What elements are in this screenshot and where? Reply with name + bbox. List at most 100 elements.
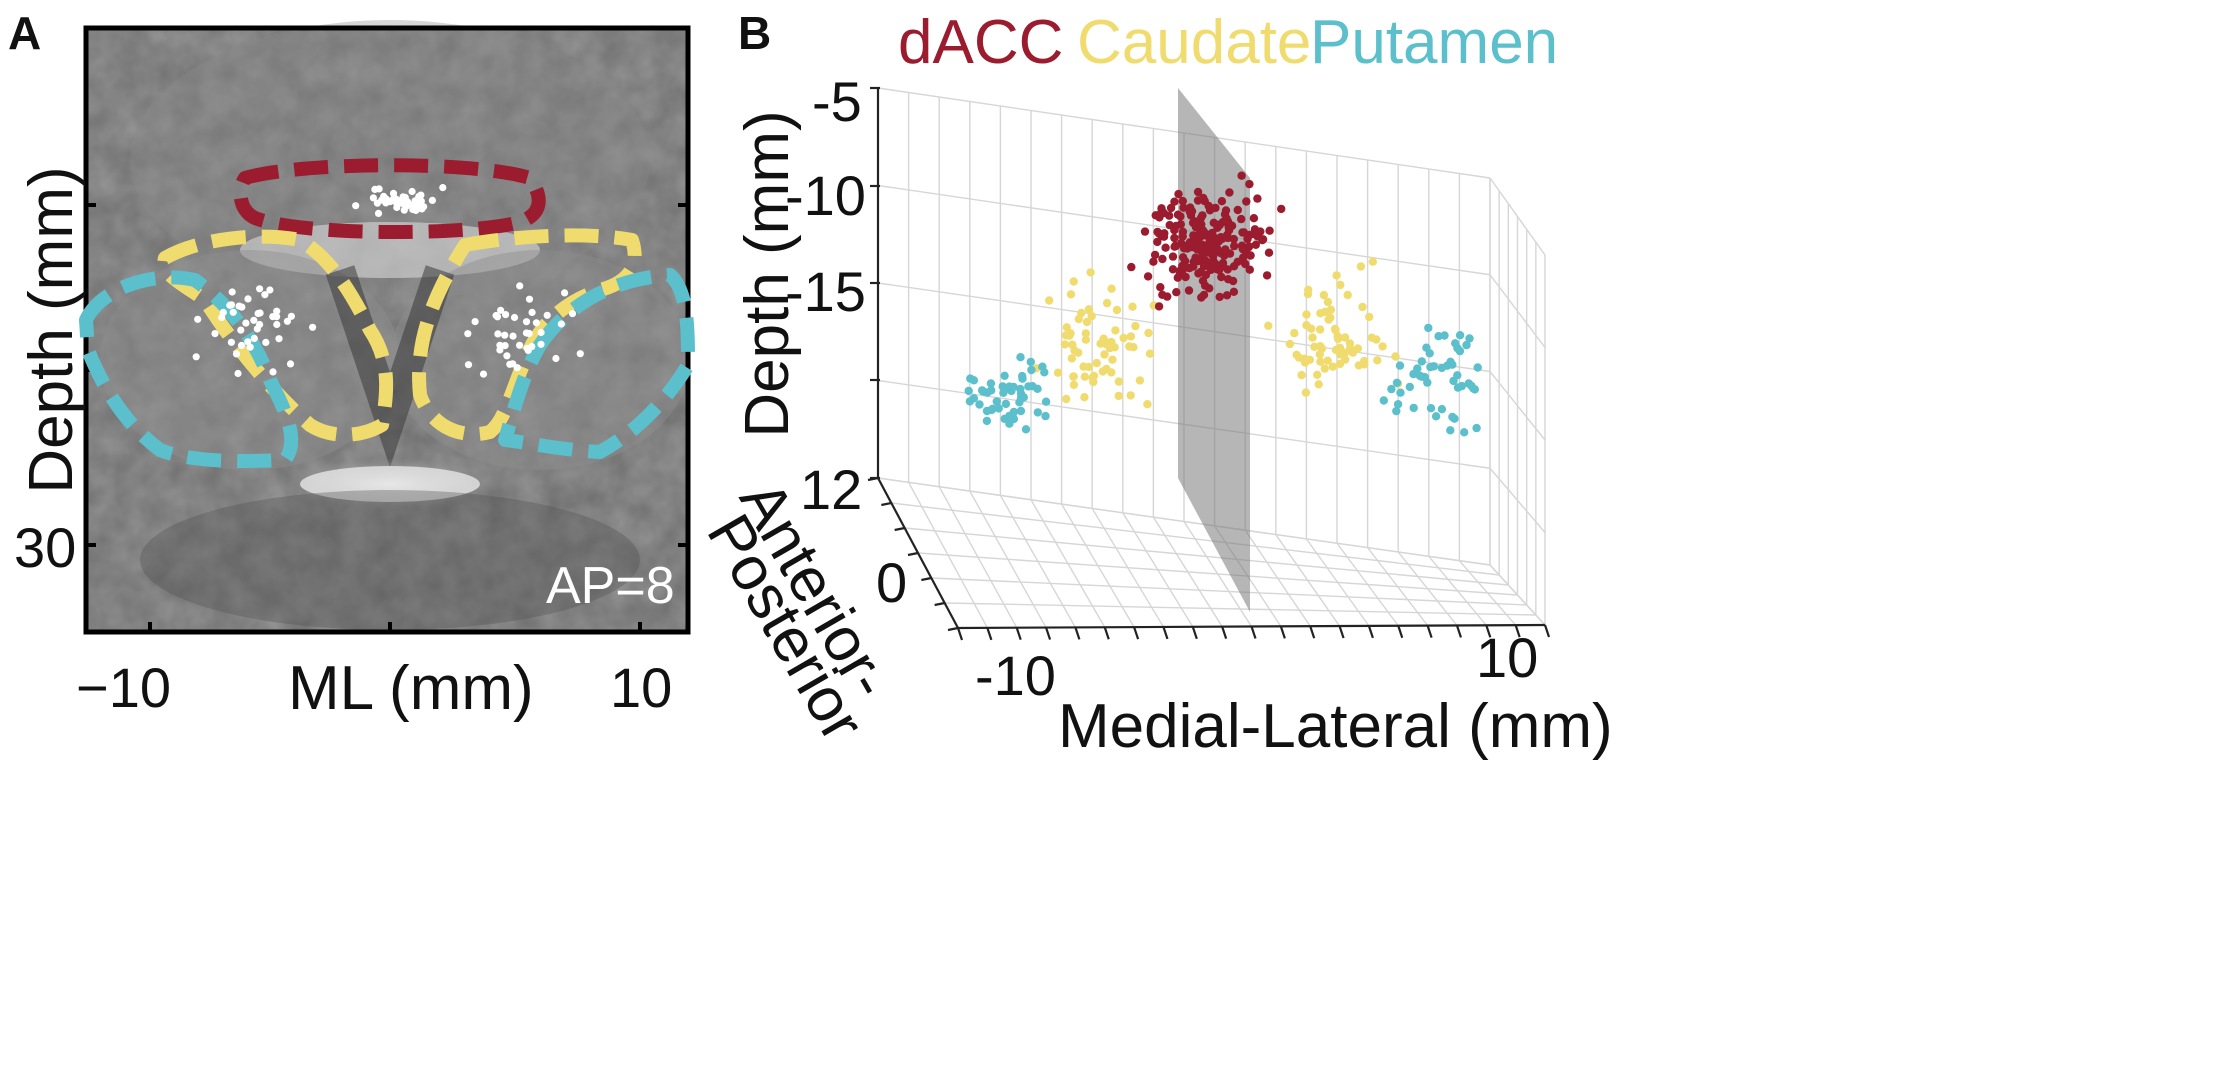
ml-axis-tick [1485, 624, 1492, 638]
recording-site-dot [238, 303, 246, 311]
dacc-point [1143, 272, 1153, 281]
dacc-point [1251, 240, 1261, 249]
ml-axis-tick [1514, 624, 1521, 638]
recording-site-dot [408, 187, 416, 196]
dacc-point [1150, 250, 1160, 260]
caudate-point [1340, 348, 1350, 357]
caudate-point [1307, 324, 1316, 333]
dacc-point [1224, 223, 1233, 232]
ap-axis-tick [947, 626, 959, 632]
dacc-point [1218, 217, 1228, 227]
caudate-point [1066, 290, 1076, 299]
caudate-point [1102, 364, 1111, 374]
midline-plane [1178, 88, 1250, 612]
ap-axis-tick [867, 476, 879, 482]
putamen-point [1396, 388, 1405, 397]
recording-site-dot [229, 308, 237, 316]
caudate-point [1070, 346, 1079, 355]
putamen-point [1422, 343, 1431, 352]
recording-site-dot [479, 370, 488, 378]
caudate-point [1062, 394, 1071, 404]
ap-axis-tick [881, 501, 892, 507]
putamen-point [994, 404, 1003, 413]
caudate-point [1333, 334, 1343, 344]
dacc-point [1225, 188, 1234, 197]
putamen-point [975, 400, 984, 409]
dacc-point [1140, 227, 1150, 236]
recording-site-dot [369, 194, 377, 202]
recording-site-dot [269, 313, 277, 321]
dacc-point [1154, 302, 1164, 311]
recording-site-dot [552, 354, 560, 363]
dacc-point [1158, 254, 1167, 264]
putamen-point [1462, 340, 1471, 350]
recording-site-dot [286, 360, 295, 368]
panel-a-xtick-left: −10 [76, 656, 171, 719]
recording-site-dot [439, 184, 447, 192]
grid-line [891, 502, 1500, 576]
recording-site-dot [250, 316, 258, 324]
putamen-point [1413, 364, 1422, 373]
dacc-point [1211, 203, 1220, 213]
caudate-point [1069, 380, 1079, 389]
recording-site-dot [494, 330, 502, 338]
ap-tick-12: 12 [800, 458, 863, 521]
dacc-point [1239, 228, 1249, 237]
ap-axis-tick [921, 576, 932, 582]
putamen-point [998, 382, 1007, 391]
putamen-point [1041, 411, 1050, 421]
caudate-point [1126, 332, 1136, 341]
grid-line [877, 477, 1491, 566]
caudate-point [1316, 309, 1325, 318]
dacc-point [1204, 245, 1213, 254]
dacc-point [1149, 257, 1158, 266]
putamen-point [1009, 407, 1019, 417]
putamen-point [1453, 383, 1463, 392]
recording-site-dot [557, 320, 565, 328]
dacc-point [1245, 179, 1254, 189]
putamen-point [964, 386, 973, 396]
caudate-point [1112, 305, 1122, 315]
ml-axis-tick [986, 627, 993, 641]
caudate-point [1086, 268, 1095, 277]
putamen-point [1016, 353, 1025, 362]
ml-axis-tick [1103, 626, 1110, 640]
ml-axis-tick [1543, 624, 1551, 638]
caudate-point [1107, 337, 1116, 347]
recording-site-dot [393, 203, 401, 212]
z-tick-minus5: -5 [812, 70, 862, 133]
recording-site-dot [389, 189, 398, 197]
dacc-point [1185, 263, 1194, 273]
ml-axis-tick [1367, 625, 1374, 639]
caudate-point [1290, 328, 1299, 338]
dacc-point [1204, 201, 1213, 211]
recording-site-dot [234, 369, 242, 378]
putamen-point [1448, 412, 1457, 422]
ap-axis-tick [934, 601, 945, 607]
dacc-point [1253, 194, 1262, 203]
putamen-point [1455, 346, 1465, 356]
dacc-point [1183, 244, 1192, 253]
caudate-point [1323, 356, 1332, 365]
caudate-point [1331, 325, 1340, 335]
caudate-point [1135, 376, 1145, 385]
dacc-point [1170, 197, 1179, 206]
recording-site-dot [522, 318, 531, 326]
putamen-point [1016, 393, 1026, 402]
dacc-point [1166, 203, 1176, 213]
putamen-point [1005, 419, 1014, 428]
dacc-point [1220, 251, 1229, 260]
recording-site-dot [254, 309, 262, 318]
recording-site-dot [510, 313, 519, 322]
panel-a-xlabel: ML (mm) [288, 654, 534, 723]
putamen-point [1041, 397, 1051, 406]
dacc-point [1191, 253, 1200, 262]
dacc-point [1237, 171, 1246, 180]
dacc-point [1201, 270, 1211, 280]
recording-site-dot [232, 350, 241, 358]
dacc-point [1237, 241, 1247, 250]
ap-axis-tick [894, 526, 905, 532]
dacc-point [1194, 233, 1204, 242]
putamen-point [992, 397, 1001, 406]
